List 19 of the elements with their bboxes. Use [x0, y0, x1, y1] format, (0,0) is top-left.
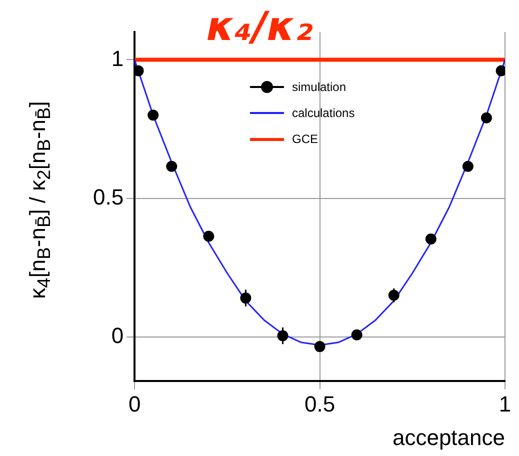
chart-title: κ₄/κ₂	[206, 4, 313, 50]
point	[351, 329, 362, 340]
y-tick-label: 1	[111, 46, 124, 71]
point	[462, 160, 474, 172]
x-tick-label: 0.5	[304, 391, 336, 416]
point	[203, 230, 214, 242]
y-tick-label: 0	[111, 322, 124, 348]
point	[480, 112, 492, 124]
point	[166, 160, 178, 172]
point	[148, 110, 159, 121]
x-axis-title: acceptance	[392, 424, 505, 450]
point	[425, 234, 436, 245]
x-tick-label: 0	[128, 391, 141, 416]
x-tick-label: 1	[498, 391, 512, 416]
legend-label: calculations	[292, 106, 355, 120]
legend-label: simulation	[292, 80, 346, 94]
point	[314, 341, 326, 352]
y-tick-label: 0.5	[92, 184, 124, 210]
legend-label: GCE	[292, 132, 318, 146]
